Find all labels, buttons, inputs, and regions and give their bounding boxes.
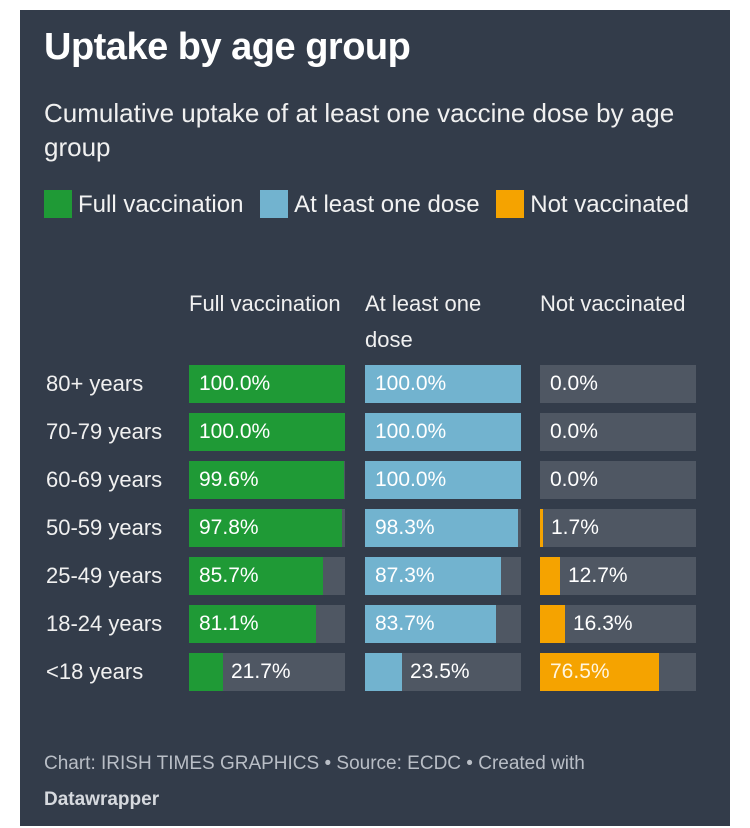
bar-one-dose <box>365 653 402 691</box>
column-header-full: Full vaccination <box>189 291 341 316</box>
bar-value-label: 100.0% <box>375 372 447 395</box>
bar-not-vaccinated <box>540 605 565 643</box>
legend-label-not-vaccinated: Not vaccinated <box>530 191 689 218</box>
bar-value-label: 81.1% <box>199 612 259 635</box>
bar-value-label: 16.3% <box>573 612 633 635</box>
bar-one-dose <box>365 461 521 499</box>
bar-value-label: 0.0% <box>550 468 598 491</box>
bar-full <box>189 605 316 643</box>
footer-brand: Datawrapper <box>44 789 160 810</box>
bar-cell-one-dose: 100.0% <box>365 461 521 499</box>
bar-value-label: 100.0% <box>199 372 271 395</box>
bar-cell-one-dose: 87.3% <box>365 557 521 595</box>
bar-cell-one-dose: 23.5% <box>365 653 521 691</box>
bar-full <box>189 365 345 403</box>
bar-not-vaccinated <box>540 509 543 547</box>
legend-swatch-one-dose <box>260 190 289 218</box>
bar-cell-one-dose: 83.7% <box>365 605 521 643</box>
legend-item-full: Full vaccination <box>44 190 244 218</box>
bar-cell-full: 85.7% <box>189 557 345 595</box>
bar-one-dose <box>365 413 521 451</box>
bar-cell-not-vaccinated: 0.0% <box>540 413 696 451</box>
bar-cell-one-dose: 100.0% <box>365 413 521 451</box>
legend-item-one-dose: At least one dose <box>260 190 480 218</box>
bar-value-label: 0.0% <box>550 372 598 395</box>
bar-full <box>189 509 342 547</box>
chart-subtitle: Cumulative uptake of at least one vaccin… <box>44 98 675 162</box>
footer-credit: Chart: IRISH TIMES GRAPHICS • Source: EC… <box>44 753 585 774</box>
row-label: 25-49 years <box>46 563 163 588</box>
bar-cell-not-vaccinated: 76.5% <box>540 653 696 691</box>
legend-item-not-vaccinated: Not vaccinated <box>496 190 689 218</box>
bar-cell-full: 100.0% <box>189 365 345 403</box>
row-label: <18 years <box>46 659 144 684</box>
chart-footer: Chart: IRISH TIMES GRAPHICS • Source: EC… <box>44 746 704 818</box>
bar-value-label: 100.0% <box>199 420 271 443</box>
column-header-one-dose: At least one dose <box>365 291 482 352</box>
bar-full <box>189 461 344 499</box>
bar-cell-not-vaccinated: 16.3% <box>540 605 696 643</box>
bar-cell-one-dose: 98.3% <box>365 509 521 547</box>
legend: Full vaccination At least one dose Not v… <box>44 186 704 224</box>
bar-value-label: 1.7% <box>551 516 599 539</box>
bar-value-label: 85.7% <box>199 564 259 587</box>
row-label: 80+ years <box>46 371 144 396</box>
legend-swatch-full <box>44 190 72 218</box>
bar-value-label: 100.0% <box>375 468 447 491</box>
row-label: 70-79 years <box>46 419 163 444</box>
column-header-not-vaccinated: Not vaccinated <box>540 291 686 316</box>
bar-value-label: 97.8% <box>199 516 259 539</box>
bar-full <box>189 413 345 451</box>
bar-cell-not-vaccinated: 12.7% <box>540 557 696 595</box>
legend-label-full: Full vaccination <box>78 191 244 218</box>
bar-not-vaccinated <box>540 557 560 595</box>
bar-cell-full: 99.6% <box>189 461 345 499</box>
bar-full <box>189 557 323 595</box>
bar-cell-full: 81.1% <box>189 605 345 643</box>
bar-full <box>189 653 223 691</box>
bar-value-label: 98.3% <box>375 516 435 539</box>
bar-cell-not-vaccinated: 0.0% <box>540 461 696 499</box>
row-label: 60-69 years <box>46 467 163 492</box>
bar-cell-full: 97.8% <box>189 509 345 547</box>
bar-one-dose <box>365 365 521 403</box>
legend-label-one-dose: At least one dose <box>294 191 480 218</box>
bar-value-label: 100.0% <box>375 420 447 443</box>
bar-value-label: 0.0% <box>550 420 598 443</box>
bar-not-vaccinated <box>540 653 659 691</box>
bar-value-label: 83.7% <box>375 612 435 635</box>
legend-swatch-not-vaccinated <box>496 190 525 218</box>
bar-value-label: 21.7% <box>231 660 291 683</box>
chart-card: Uptake by age group Cumulative uptake of… <box>20 10 730 826</box>
bar-cell-not-vaccinated: 0.0% <box>540 365 696 403</box>
bar-one-dose <box>365 509 518 547</box>
bar-value-label: 99.6% <box>199 468 259 491</box>
chart-title: Uptake by age group <box>44 26 411 68</box>
bar-value-label: 12.7% <box>568 564 628 587</box>
row-label: 18-24 years <box>46 611 163 636</box>
bar-cell-not-vaccinated: 1.7% <box>540 509 696 547</box>
bar-cell-full: 100.0% <box>189 413 345 451</box>
bar-cell-full: 21.7% <box>189 653 345 691</box>
bar-one-dose <box>365 557 501 595</box>
bar-value-label: 23.5% <box>410 660 470 683</box>
bar-value-label: 87.3% <box>375 564 435 587</box>
bar-one-dose <box>365 605 496 643</box>
bar-value-label: 76.5% <box>550 660 610 683</box>
row-label: 50-59 years <box>46 515 163 540</box>
bar-cell-one-dose: 100.0% <box>365 365 521 403</box>
